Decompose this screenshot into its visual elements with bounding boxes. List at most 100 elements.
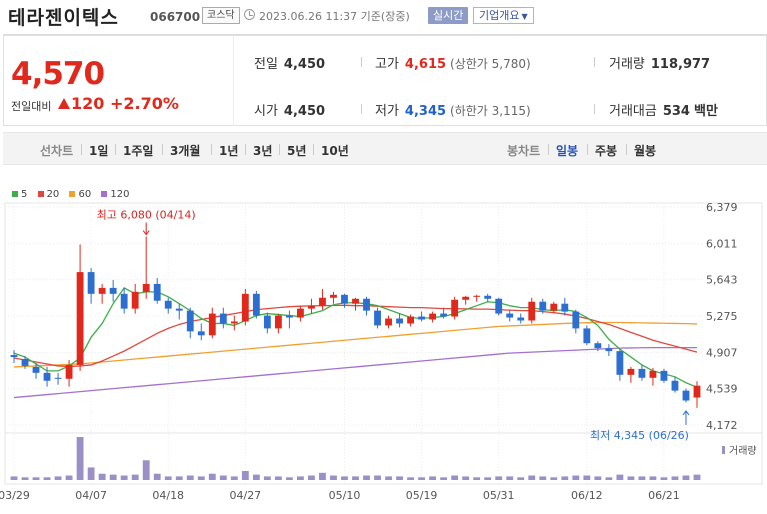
candle-body <box>572 311 580 329</box>
legend-label: 20 <box>46 189 60 200</box>
volume-bar <box>429 476 437 480</box>
realtime-button[interactable]: 실시간 <box>428 7 469 24</box>
volume-bar <box>671 476 679 480</box>
candle-body <box>252 293 260 316</box>
candle-body <box>153 283 161 301</box>
prev-close: 전일 4,450 <box>254 53 325 72</box>
volume-bar <box>352 476 359 480</box>
y-tick-label: 4,907 <box>706 346 738 359</box>
candle-body <box>186 310 194 332</box>
legend-ma5: 5 <box>12 189 27 200</box>
candle-body <box>583 328 591 344</box>
chevron-down-icon: ▼ <box>521 12 528 21</box>
divider <box>548 144 549 155</box>
candle-body <box>495 298 503 314</box>
low-price: 저가 4,345 (하한가 3,115) <box>375 100 531 119</box>
period-1w[interactable]: 1주일 <box>123 144 154 158</box>
volume-bar <box>263 476 271 480</box>
candle-body <box>241 293 249 322</box>
candle-body <box>539 301 547 311</box>
change-label: 전일대비 <box>11 100 52 113</box>
candle-monthly[interactable]: 월봉 <box>634 144 657 158</box>
period-5y[interactable]: 5년 <box>287 144 307 158</box>
candle-body <box>649 370 657 378</box>
candle-body <box>429 313 437 320</box>
line-chart-button[interactable]: 선차트 <box>40 144 74 158</box>
divider <box>313 144 314 155</box>
candle-body <box>208 313 216 336</box>
candle-chart-button[interactable]: 봉차트 <box>507 144 541 158</box>
candle-body <box>462 296 470 300</box>
period-bar: 선차트 1일 1주일 3개월 1년 3년 5년 10년 봉차트 일봉 주봉 월봉 <box>3 132 767 165</box>
company-overview-button[interactable]: 기업개요 ▼ <box>473 7 534 24</box>
volume-bar <box>374 475 381 480</box>
divider <box>361 57 362 67</box>
volume-bar <box>616 474 624 480</box>
x-tick-label: 05/10 <box>329 489 361 502</box>
period-3y[interactable]: 3년 <box>253 144 273 158</box>
volume-bar <box>87 467 95 480</box>
volume-bar <box>451 475 459 480</box>
open-price: 시가 4,450 <box>254 100 325 119</box>
low-label: 저가 <box>375 104 399 119</box>
volume-bar <box>186 475 194 480</box>
volume-bar <box>252 474 260 480</box>
legend-label: 5 <box>21 189 28 200</box>
ma120-line <box>13 347 697 399</box>
period-10y[interactable]: 10년 <box>321 144 349 158</box>
volume-bar <box>319 472 326 480</box>
period-1d[interactable]: 1일 <box>89 144 109 158</box>
volume-bar <box>517 477 525 480</box>
candle-daily[interactable]: 일봉 <box>556 144 579 158</box>
volume-bar <box>98 473 106 480</box>
volume-bar <box>109 474 117 480</box>
candle-body <box>550 303 558 311</box>
min-arrow-head <box>682 410 690 416</box>
candle-body <box>385 318 392 326</box>
candle-body <box>418 316 426 320</box>
period-1y[interactable]: 1년 <box>219 144 239 158</box>
x-tick-label: 04/27 <box>229 489 261 502</box>
amount-unit: 백만 <box>693 104 718 119</box>
candle-body <box>142 283 150 292</box>
candle-body <box>76 272 84 365</box>
open-value: 4,450 <box>283 104 326 119</box>
market-badge: 코스닥 <box>202 7 240 24</box>
stock-code: 066700 <box>150 10 201 24</box>
candle-body <box>197 331 205 336</box>
candle-body <box>131 291 139 309</box>
x-tick-label: 03/29 <box>0 489 30 502</box>
candle-weekly[interactable]: 주봉 <box>595 144 618 158</box>
period-3m[interactable]: 3개월 <box>170 144 201 158</box>
candle-body <box>285 315 293 318</box>
x-tick-label: 06/21 <box>648 489 680 502</box>
candle-body <box>352 298 359 304</box>
candle-body <box>627 368 635 375</box>
volume-bar <box>539 476 547 480</box>
volume-bar <box>572 475 580 480</box>
y-tick-label: 5,643 <box>706 274 738 287</box>
divider <box>361 104 362 114</box>
change-percent: +2.70% <box>110 94 179 113</box>
divider <box>279 144 280 155</box>
divider <box>587 144 588 155</box>
price-area: 4,570 전일대비 120 +2.70% <box>4 36 234 126</box>
ma20-line <box>13 304 698 368</box>
divider <box>626 144 627 155</box>
legend-ma60: 60 <box>69 189 91 200</box>
candle-body <box>109 287 117 294</box>
volume-bar <box>131 474 139 480</box>
volume-bar <box>330 475 337 480</box>
candle-body <box>164 300 172 309</box>
candle-body <box>120 293 128 309</box>
candle-body <box>65 364 73 379</box>
candle-body <box>517 317 525 321</box>
divider <box>594 57 595 67</box>
volume-bar <box>230 476 238 480</box>
open-label: 시가 <box>254 104 278 119</box>
volume-bar <box>418 477 426 480</box>
legend-swatch <box>37 191 44 197</box>
candle-body <box>219 313 227 324</box>
legend-ma120: 120 <box>101 189 130 200</box>
